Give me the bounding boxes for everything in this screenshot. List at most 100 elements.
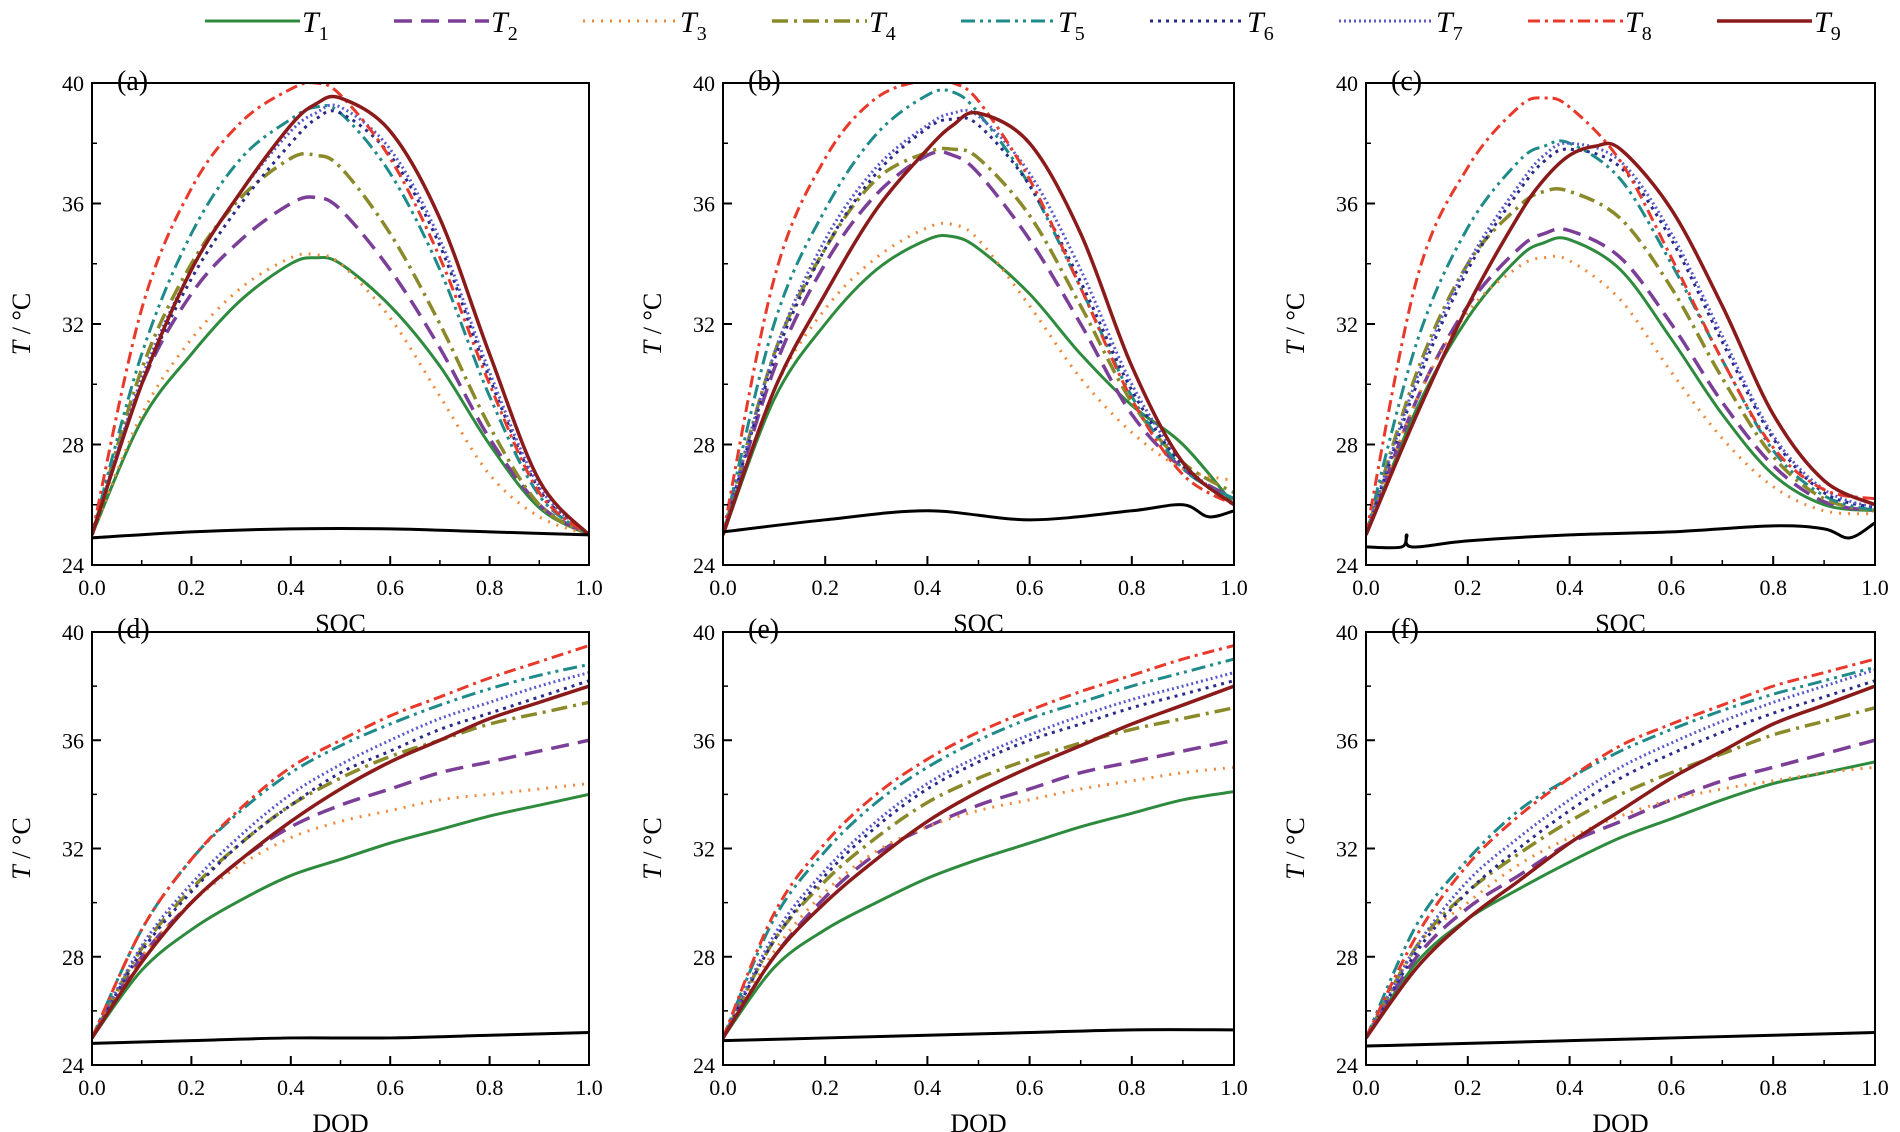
series-line-t5: [92, 104, 589, 537]
series-line-t4: [723, 706, 1234, 1039]
legend-label-t5: T5: [1058, 6, 1085, 45]
x-tick-label: 0.6: [376, 575, 404, 600]
series-line-t3: [723, 221, 1234, 536]
series-line-t5: [92, 663, 589, 1039]
panel-label: (a): [117, 66, 148, 97]
series-line-t9: [723, 110, 1234, 536]
series-line-t3: [92, 782, 589, 1039]
series-line-t6: [723, 679, 1234, 1039]
panel-label: (d): [117, 614, 150, 645]
y-tick-label: 40: [693, 620, 715, 645]
x-tick-label: 0.6: [1016, 1075, 1044, 1100]
x-tick-label: 0.2: [178, 575, 206, 600]
x-tick-label: 0.0: [1352, 575, 1380, 600]
x-tick-label: 0.8: [1759, 575, 1787, 600]
x-tick-label: 0.4: [1556, 575, 1584, 600]
series-line-t5: [723, 657, 1234, 1039]
series-line-ambient: [92, 1031, 589, 1045]
series-line-t8: [723, 83, 1234, 536]
x-tick-label: 0.2: [1454, 1075, 1482, 1100]
x-axis-label: DOD: [312, 1109, 368, 1132]
y-tick-label: 32: [62, 312, 84, 337]
y-tick-label: 36: [693, 192, 715, 217]
series-line-t8: [1366, 657, 1875, 1039]
x-axis-label: DOD: [1592, 1109, 1648, 1132]
x-tick-label: 0.6: [1658, 1075, 1686, 1100]
y-tick-label: 36: [62, 728, 84, 753]
x-tick-label: 0.4: [914, 1075, 942, 1100]
legend-label-t7: T7: [1436, 6, 1463, 45]
series-group: [92, 644, 589, 1045]
series-line-t8: [92, 644, 589, 1039]
x-tick-label: 0.0: [78, 575, 106, 600]
plot-frame: [1365, 631, 1876, 1066]
x-tick-label: 0.4: [277, 1075, 305, 1100]
panel-label: (b): [748, 66, 781, 97]
x-axis-label: DOD: [950, 1109, 1006, 1132]
x-tick-label: 1.0: [1220, 1075, 1248, 1100]
series-group: [723, 83, 1234, 536]
y-tick-label: 24: [62, 1053, 84, 1078]
x-tick-label: 0.0: [1352, 1075, 1380, 1100]
x-tick-label: 0.4: [1556, 1075, 1584, 1100]
series-line-t4: [92, 151, 589, 537]
series-line-t3: [723, 765, 1234, 1039]
chart-panel-f: 0.0 0.2 0.4 0.6 0.8 1.0 24 28 32 36 40 (f) DOD T / °C: [1281, 614, 1889, 1132]
legend-label-t8: T8: [1625, 6, 1652, 45]
y-tick-label: 40: [1336, 620, 1358, 645]
legend-item-t9: T9: [1717, 6, 1841, 45]
y-tick-label: 28: [62, 945, 84, 970]
x-tick-label: 0.6: [376, 1075, 404, 1100]
legend-label-t4: T4: [869, 6, 896, 45]
y-tick-label: 32: [693, 312, 715, 337]
series-line-t1: [723, 790, 1234, 1039]
series-line-t2: [92, 738, 589, 1039]
series-line-t8: [92, 83, 589, 537]
x-tick-label: 0.6: [1016, 575, 1044, 600]
series-line-t4: [1366, 706, 1875, 1039]
x-tick-label: 0.2: [811, 575, 839, 600]
series-line-t1: [1366, 236, 1875, 536]
y-tick-label: 32: [62, 837, 84, 862]
chart-panels: 0.0 0.2 0.4 0.6 0.8 1.0 24 28 32 36 40 (a) SOC T / °C…: [7, 66, 1889, 1132]
series-line-ambient: [723, 1028, 1234, 1043]
x-tick-label: 0.0: [709, 575, 737, 600]
series-line-t1: [1366, 760, 1875, 1039]
y-tick-label: 32: [693, 837, 715, 862]
legend-label-t6: T6: [1247, 6, 1274, 45]
legend-item-t2: T2: [394, 6, 518, 45]
y-tick-label: 28: [1336, 433, 1358, 458]
legend-item-t4: T4: [772, 6, 896, 45]
x-tick-label: 0.2: [178, 1075, 206, 1100]
x-axis-label: SOC: [1595, 609, 1646, 638]
y-tick-label: 40: [1336, 71, 1358, 96]
y-tick-label: 28: [693, 945, 715, 970]
x-axis-label: SOC: [315, 609, 366, 638]
chart-panel-a: 0.0 0.2 0.4 0.6 0.8 1.0 24 28 32 36 40 (a) SOC T / °C: [7, 66, 603, 638]
y-tick-label: 28: [693, 433, 715, 458]
y-axis-label: T / °C: [1281, 293, 1310, 355]
series-group: [1366, 657, 1875, 1048]
series-line-t1: [723, 233, 1234, 536]
series-line-t4: [1366, 187, 1875, 536]
x-tick-label: 0.8: [476, 575, 504, 600]
series-line-ambient: [723, 503, 1234, 534]
legend-item-t1: T1: [205, 6, 329, 45]
series-line-t9: [723, 684, 1234, 1039]
y-tick-label: 40: [62, 620, 84, 645]
y-tick-label: 36: [62, 192, 84, 217]
series-group: [723, 644, 1234, 1043]
series-line-ambient: [92, 526, 589, 540]
x-tick-label: 0.8: [476, 1075, 504, 1100]
plot-frame: [91, 631, 590, 1066]
series-line-t9: [1366, 684, 1875, 1039]
y-axis-label: T / °C: [638, 817, 667, 879]
legend-item-t6: T6: [1150, 6, 1274, 45]
y-axis-label: T / °C: [7, 293, 36, 355]
x-tick-label: 1.0: [575, 1075, 603, 1100]
legend-label-t3: T3: [680, 6, 707, 45]
series-line-t9: [92, 94, 589, 537]
series-line-t2: [723, 149, 1234, 536]
legend: T1 T2 T3 T4 T5 T6 T7 T8 T9: [205, 6, 1841, 45]
